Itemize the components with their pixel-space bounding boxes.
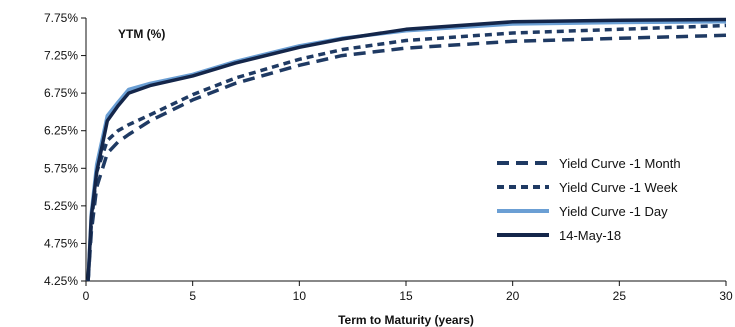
y-tick-label: 5.25% (44, 199, 78, 213)
x-tick-label: 20 (506, 289, 520, 303)
legend-label: Yield Curve -1 Week (559, 180, 678, 195)
series-line-3 (86, 20, 727, 282)
y-tick-label: 6.75% (44, 86, 78, 100)
x-tick-label: 10 (293, 289, 307, 303)
x-axis-title: Term to Maturity (years) (338, 313, 474, 327)
series-line-1 (86, 33, 727, 282)
legend-label: Yield Curve -1 Day (559, 204, 668, 219)
y-tick-label: 7.25% (44, 49, 78, 63)
x-tick-label: 30 (719, 289, 733, 303)
legend-label: 14-May-18 (559, 228, 621, 243)
chart-title: YTM (%) (118, 27, 165, 41)
y-tick-label: 7.75% (44, 11, 78, 25)
y-tick-label: 5.75% (44, 161, 78, 175)
plot-area: 4.25% 4.75% 5.25% 5.75% 6.25% 6.75% 7.25% 7.75%… (44, 11, 733, 303)
x-tick-label: 25 (613, 289, 627, 303)
y-tick-label: 6.25% (44, 124, 78, 138)
y-tick-label: 4.75% (44, 236, 78, 250)
series-line-2 (86, 23, 727, 282)
series-line-4 (86, 17, 727, 282)
legend-label: Yield Curve -1 Month (559, 156, 681, 171)
x-tick-label: 5 (189, 289, 196, 303)
x-tick-label: 0 (83, 289, 90, 303)
x-tick-label: 15 (399, 289, 413, 303)
y-tick-label: 4.25% (44, 274, 78, 288)
